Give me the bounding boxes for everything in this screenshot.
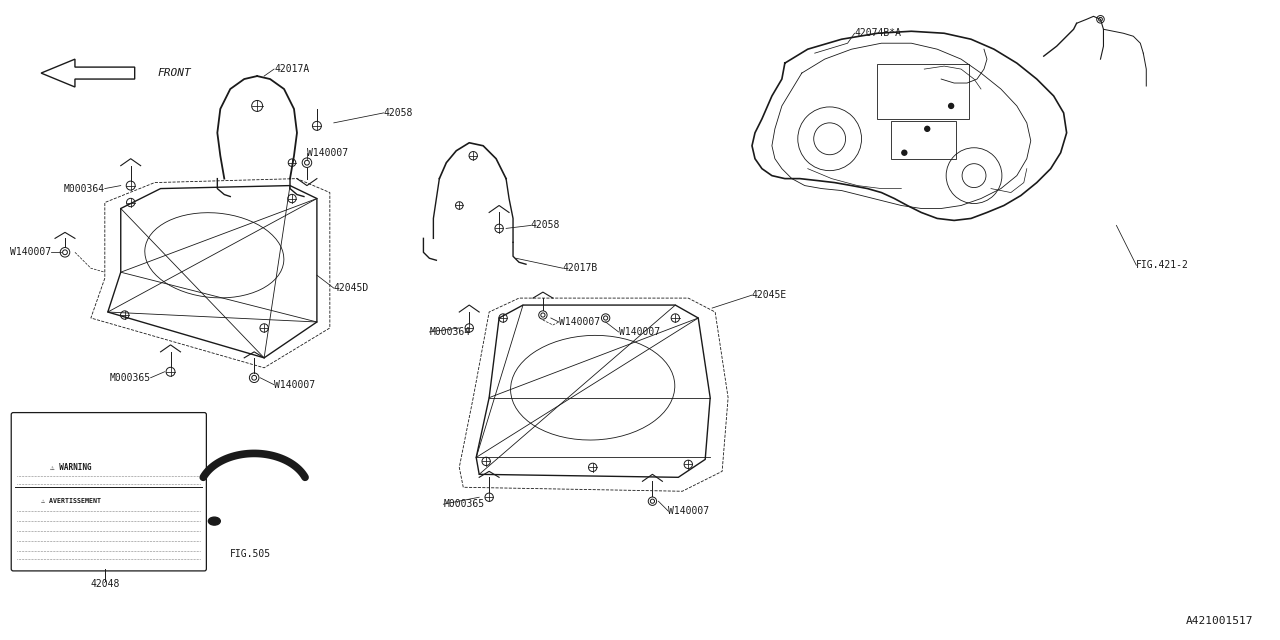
Text: W140007: W140007 — [274, 380, 315, 390]
Ellipse shape — [209, 517, 220, 525]
Text: M000365: M000365 — [110, 372, 151, 383]
Text: 42017B: 42017B — [563, 263, 598, 273]
Text: 42058: 42058 — [384, 108, 413, 118]
Text: M000364: M000364 — [64, 184, 105, 193]
Text: 42045D: 42045D — [334, 283, 369, 293]
Text: W140007: W140007 — [668, 506, 709, 516]
Text: A421001517: A421001517 — [1185, 616, 1253, 626]
Text: 42045E: 42045E — [751, 290, 787, 300]
Text: FRONT: FRONT — [157, 68, 191, 78]
Text: W140007: W140007 — [559, 317, 600, 327]
Text: W140007: W140007 — [10, 247, 51, 257]
Text: FIG.505: FIG.505 — [229, 549, 271, 559]
Text: M000365: M000365 — [443, 499, 484, 509]
Circle shape — [948, 104, 954, 108]
Text: ⚠ AVERTISSEMENT: ⚠ AVERTISSEMENT — [41, 498, 101, 504]
Text: W140007: W140007 — [618, 327, 659, 337]
Text: 42048: 42048 — [90, 579, 119, 589]
Text: FIG.421-2: FIG.421-2 — [1137, 260, 1189, 270]
Text: M000364: M000364 — [429, 327, 471, 337]
Text: 42017A: 42017A — [274, 64, 310, 74]
Text: W140007: W140007 — [307, 148, 348, 157]
Bar — [891, 121, 956, 159]
Circle shape — [902, 150, 906, 156]
Text: ⚠ WARNING: ⚠ WARNING — [50, 463, 92, 472]
Text: 42058: 42058 — [531, 220, 561, 230]
Bar — [878, 64, 969, 119]
Circle shape — [924, 126, 929, 131]
Text: 42074B*A: 42074B*A — [855, 28, 901, 38]
